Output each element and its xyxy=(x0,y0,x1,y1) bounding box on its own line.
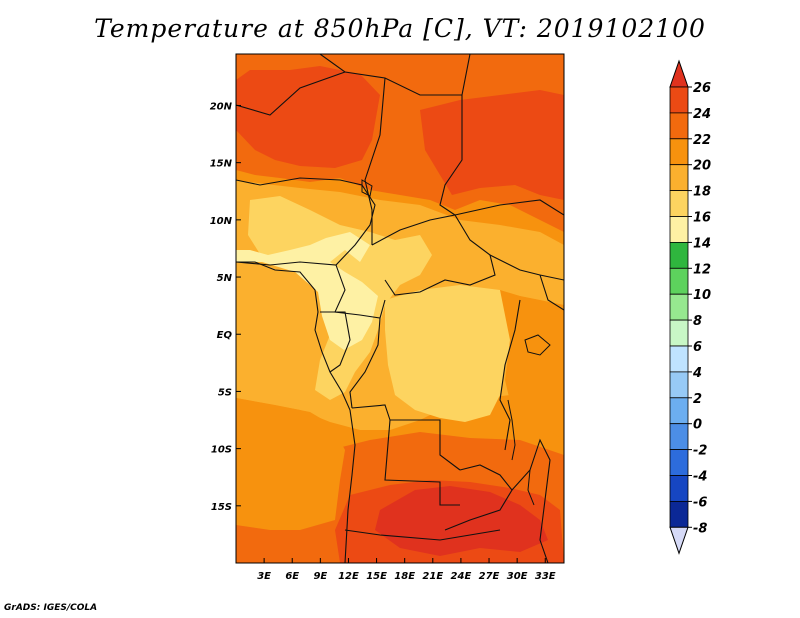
boundary-uganda-kenya xyxy=(539,274,564,311)
lakes xyxy=(361,179,551,506)
x-tick-label: 24E xyxy=(451,571,472,582)
x-tick-label: 21E xyxy=(422,571,443,582)
colorbar-label: 18 xyxy=(693,185,711,200)
colorbar-bottom-triangle xyxy=(669,526,689,555)
boundary-libya-chad xyxy=(319,54,471,96)
colorbar-segment xyxy=(669,138,689,166)
colorbar-segment xyxy=(669,423,689,451)
colorbar-segment xyxy=(669,112,689,140)
y-tick-label: 15S xyxy=(211,502,232,513)
colorbar-segment xyxy=(669,397,689,425)
colorbar-label: 2 xyxy=(693,392,702,407)
boundary-congo-drc xyxy=(349,317,381,409)
colorbar-segment xyxy=(669,190,689,217)
colorbar-label: 26 xyxy=(693,81,711,96)
colorbar-segment xyxy=(669,293,689,321)
boundary-nigeria xyxy=(236,177,376,266)
colorbar-segment xyxy=(669,267,689,295)
colorbar-label: 0 xyxy=(693,418,702,433)
boundary-drc-angola xyxy=(351,404,461,471)
field-sudan-24 xyxy=(420,90,564,200)
field-atlantic-20 xyxy=(236,398,345,530)
boundary-sudan-west xyxy=(439,95,463,216)
map-field xyxy=(236,54,564,563)
colorbar-label: 8 xyxy=(693,314,702,329)
boundary-south-sudan xyxy=(454,199,564,281)
colorbar-label: -4 xyxy=(693,470,707,485)
colorbar-segment xyxy=(669,449,689,476)
y-tick-label: EQ xyxy=(217,330,233,341)
colorbar-label: 4 xyxy=(692,366,702,381)
chart-title: Temperature at 850hPa [C], VT: 201910210… xyxy=(94,14,706,43)
credit-label: GrADS: IGES/COLA xyxy=(4,603,98,613)
field-rift-20 xyxy=(500,290,564,440)
colorbar-label: 6 xyxy=(693,340,702,355)
colorbar-label: 12 xyxy=(693,262,711,277)
colorbar-label: 10 xyxy=(693,288,711,303)
lake-malawi xyxy=(527,469,535,506)
y-tick-label: 10N xyxy=(210,216,233,227)
x-tick-label: 18E xyxy=(394,571,415,582)
boundary-drc-east xyxy=(499,299,521,451)
boundary-car xyxy=(371,214,496,296)
colorbar-segment xyxy=(669,371,689,399)
y-tick-label: 10S xyxy=(211,445,232,456)
colorbar-segment xyxy=(669,216,689,243)
colorbar-segment xyxy=(669,345,689,373)
map-frame xyxy=(235,53,565,564)
lake-tanganyika xyxy=(507,399,516,461)
boundary-namibia xyxy=(344,529,501,541)
y-tick-label: 5S xyxy=(218,387,232,398)
field-congo-16 xyxy=(385,285,515,422)
colorbar-label: 14 xyxy=(693,236,711,251)
boundary-gabon xyxy=(320,311,351,373)
colorbar-segment xyxy=(669,500,689,528)
colorbar-label: 20 xyxy=(693,159,711,174)
x-tick-label: 30E xyxy=(507,571,528,582)
y-tick-label: 5N xyxy=(217,273,233,284)
colorbar-segment xyxy=(669,241,689,269)
x-tick-label: 3E xyxy=(257,571,271,582)
axes: 3E 6E 9E 12E 15E 18E 21E 24E 27E 30E 33E 20N 15N 10N 5… xyxy=(210,101,556,582)
colorbar-label: -6 xyxy=(693,495,707,510)
colorbar-segment xyxy=(669,319,689,347)
colorbar-label: -2 xyxy=(693,444,707,459)
y-tick-label: 20N xyxy=(210,101,233,112)
x-tick-label: 27E xyxy=(479,571,500,582)
colorbar-segment xyxy=(669,86,689,114)
boundary-coastline xyxy=(236,261,356,563)
y-tick-label: 15N xyxy=(210,159,233,170)
boundary-angola-zambia xyxy=(384,419,460,506)
colorbar-top-triangle xyxy=(669,59,689,88)
colorbar-segment xyxy=(669,475,689,502)
colorbar-segment xyxy=(669,164,689,191)
colorbar-label: 22 xyxy=(693,133,711,148)
x-tick-label: 15E xyxy=(366,571,387,582)
x-tick-label: 12E xyxy=(338,571,359,582)
lake-victoria xyxy=(524,334,551,356)
boundary-niger-chad xyxy=(236,71,346,116)
colorbar-label: -8 xyxy=(693,521,707,536)
x-tick-label: 9E xyxy=(313,571,327,582)
colorbar-label: 24 xyxy=(693,107,711,122)
field-sahara-24 xyxy=(236,66,380,168)
colorbar-label: 16 xyxy=(693,211,711,226)
boundary-chad-sudan xyxy=(364,77,386,245)
x-tick-label: 33E xyxy=(535,571,556,582)
lake-chad xyxy=(361,179,373,197)
x-tick-label: 6E xyxy=(285,571,299,582)
boundary-cameroon-congo xyxy=(334,264,386,319)
field-cameroon-14 xyxy=(236,232,378,350)
